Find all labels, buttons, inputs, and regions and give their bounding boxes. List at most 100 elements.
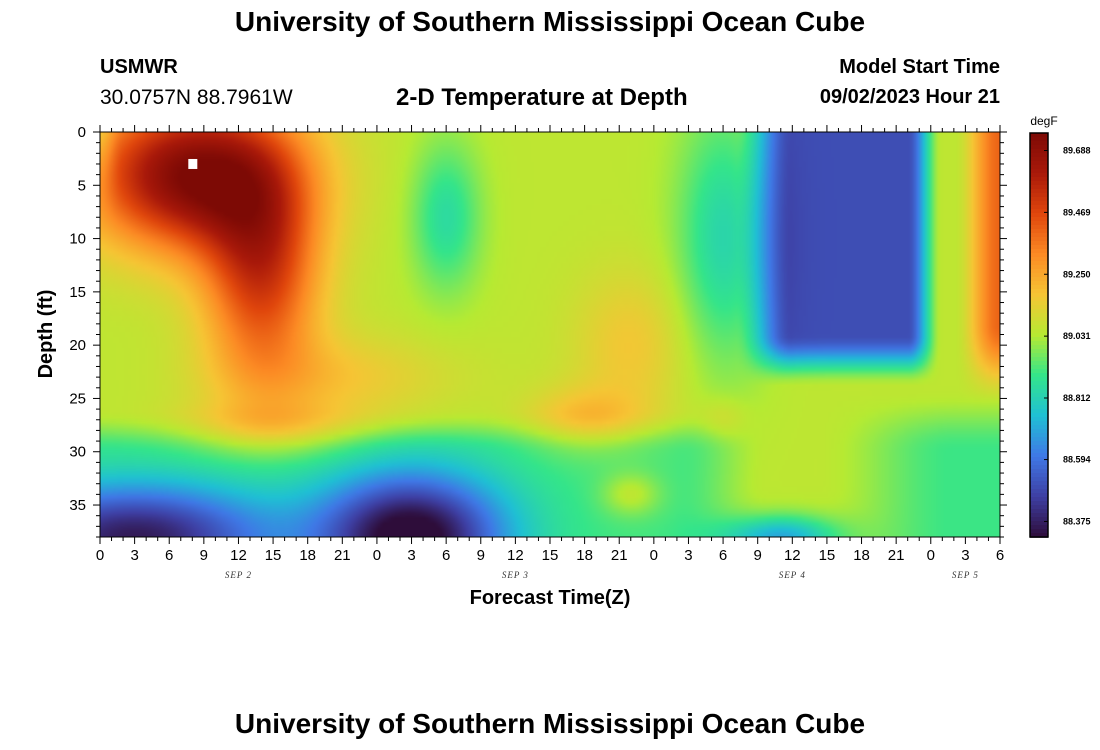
colorbar-segment (1030, 517, 1048, 522)
x-tick-label: 6 (442, 547, 450, 564)
colorbar-segment (1030, 497, 1048, 502)
colorbar-segment (1030, 409, 1048, 414)
colorbar-segment (1030, 157, 1048, 162)
colorbar-segment (1030, 261, 1048, 266)
colorbar-segment (1030, 453, 1048, 458)
colorbar-segment (1030, 365, 1048, 370)
colorbar-segment (1030, 181, 1048, 186)
colorbar-segment (1030, 521, 1048, 526)
colorbar-segment (1030, 345, 1048, 350)
y-axis-title: Depth (ft) (35, 290, 57, 379)
colorbar-unit: degF (1030, 114, 1057, 128)
colorbar-segment (1030, 405, 1048, 410)
colorbar-segment (1030, 429, 1048, 434)
model-start-value: 09/02/2023 Hour 21 (819, 86, 1000, 108)
day-label: SEP 2 (225, 570, 252, 580)
colorbar-segment (1030, 213, 1048, 218)
x-tick-label: 18 (576, 547, 593, 564)
y-tick-label: 10 (69, 231, 86, 248)
colorbar-segment (1030, 321, 1048, 326)
colorbar-segment (1030, 149, 1048, 154)
top-title: University of Southern Mississippi Ocean… (234, 6, 866, 37)
x-tick-label: 6 (165, 547, 173, 564)
colorbar-segment (1030, 509, 1048, 514)
colorbar-segment (1030, 413, 1048, 418)
x-tick-label: 0 (650, 547, 658, 564)
colorbar-segment (1030, 297, 1048, 302)
colorbar-segment (1030, 421, 1048, 426)
colorbar-segment (1030, 461, 1048, 466)
x-tick-label: 15 (819, 547, 836, 564)
colorbar-segment (1030, 221, 1048, 226)
x-tick-label: 0 (373, 547, 381, 564)
colorbar-segment (1030, 165, 1048, 170)
colorbar-segment (1030, 153, 1048, 158)
colorbar-segment (1030, 141, 1048, 146)
colorbar-segment (1030, 205, 1048, 210)
colorbar: degF 89.688 89.469 89.250 89.031 88.812 88.59… (1029, 114, 1091, 538)
colorbar-segment (1030, 397, 1048, 402)
x-axis-title: Forecast Time(Z) (470, 587, 631, 609)
colorbar-segment (1030, 337, 1048, 342)
x-tick-label: 9 (200, 547, 208, 564)
y-tick-label: 35 (69, 497, 86, 514)
colorbar-segment (1030, 217, 1048, 222)
x-tick-label: 0 (927, 547, 935, 564)
colorbar-segment (1030, 193, 1048, 198)
colorbar-segment (1030, 293, 1048, 298)
x-tick-label: 3 (961, 547, 969, 564)
colorbar-segment (1030, 301, 1048, 306)
colorbar-segment (1030, 389, 1048, 394)
colorbar-segment (1030, 505, 1048, 510)
colorbar-segment (1030, 437, 1048, 442)
colorbar-segment (1030, 241, 1048, 246)
colorbar-segment (1030, 525, 1048, 530)
colorbar-label: 88.375 (1063, 516, 1091, 526)
heatmap-cells (100, 132, 1000, 537)
colorbar-segment (1030, 485, 1048, 490)
colorbar-segment (1030, 209, 1048, 214)
colorbar-segment (1030, 493, 1048, 498)
colorbar-label: 89.688 (1063, 146, 1091, 156)
colorbar-label: 88.812 (1063, 393, 1091, 403)
colorbar-segment (1030, 189, 1048, 194)
colorbar-segment (1030, 533, 1048, 538)
colorbar-segment (1030, 269, 1048, 274)
x-tick-label: 15 (542, 547, 559, 564)
colorbar-segment (1030, 329, 1048, 334)
colorbar-segment (1030, 309, 1048, 314)
heatmap (100, 132, 1000, 537)
colorbar-segment (1030, 245, 1048, 250)
colorbar-segment (1030, 377, 1048, 382)
colorbar-segment (1030, 353, 1048, 358)
location-marker (188, 158, 198, 169)
station-name: USMWR (100, 56, 178, 78)
colorbar-segment (1030, 137, 1048, 142)
colorbar-segment (1030, 385, 1048, 390)
x-tick-label: 6 (719, 547, 727, 564)
plot-title: 2-D Temperature at Depth (396, 84, 688, 111)
colorbar-segment (1030, 313, 1048, 318)
colorbar-segment (1030, 273, 1048, 278)
colorbar-segment (1030, 445, 1048, 450)
colorbar-segment (1030, 197, 1048, 202)
colorbar-segment (1030, 285, 1048, 290)
colorbar-segment (1030, 333, 1048, 338)
colorbar-segment (1030, 173, 1048, 178)
colorbar-segment (1030, 325, 1048, 330)
x-tick-label: 12 (784, 547, 801, 564)
colorbar-segment (1030, 133, 1048, 138)
y-tick-label: 5 (78, 177, 86, 194)
colorbar-segment (1030, 281, 1048, 286)
colorbar-segment (1030, 369, 1048, 374)
colorbar-segment (1030, 229, 1048, 234)
station-coordinates: 30.0757N 88.7961W (100, 86, 293, 109)
colorbar-segment (1030, 489, 1048, 494)
x-tick-label: 21 (888, 547, 905, 564)
colorbar-label: 88.594 (1063, 455, 1091, 465)
colorbar-label: 89.469 (1063, 207, 1091, 217)
model-start-label: Model Start Time (839, 56, 1000, 78)
colorbar-segment (1030, 249, 1048, 254)
day-label: SEP 3 (502, 570, 529, 580)
